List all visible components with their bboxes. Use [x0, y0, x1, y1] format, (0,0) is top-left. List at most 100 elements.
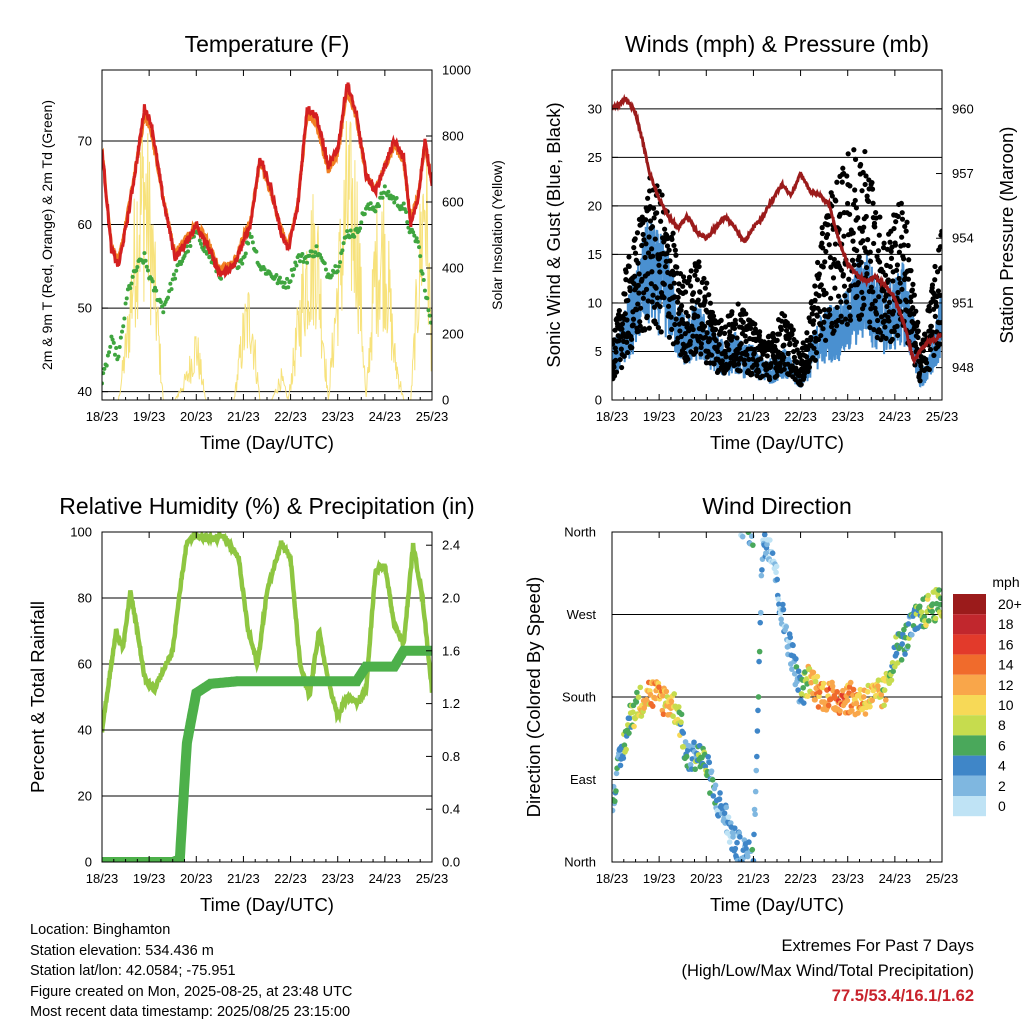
gust-point — [885, 277, 891, 283]
direction-point — [820, 680, 827, 687]
direction-point — [620, 755, 627, 761]
y2-tick-label: 800 — [442, 129, 464, 144]
direction-point — [902, 651, 908, 657]
gust-point — [677, 271, 684, 277]
gust-point — [785, 361, 791, 367]
direction-point — [849, 707, 855, 714]
gust-point — [789, 331, 795, 338]
gust-point — [811, 318, 817, 324]
gust-point — [812, 283, 818, 289]
gust-point — [743, 311, 749, 317]
gust-point — [774, 337, 780, 343]
gust-point — [647, 218, 654, 224]
gust-point — [834, 304, 840, 311]
gust-point — [630, 316, 637, 322]
gust-point — [641, 237, 647, 243]
gust-point — [847, 313, 853, 319]
gust-point — [917, 378, 923, 384]
gust-point — [657, 269, 663, 275]
gust-point — [637, 319, 643, 325]
direction-point — [744, 853, 751, 860]
gust-point — [693, 268, 699, 274]
dewpoint-point — [333, 264, 338, 269]
gust-point — [853, 205, 859, 211]
direction-point — [723, 804, 730, 811]
direction-point — [734, 839, 740, 846]
direction-point — [751, 831, 757, 838]
gust-point — [678, 352, 684, 358]
gust-point — [844, 173, 850, 179]
x-tick-label: 20/23 — [180, 871, 213, 886]
gust-point — [867, 324, 873, 331]
humidity-panel: Relative Humidity (%) & Precipitation (i… — [27, 493, 475, 915]
gust-point — [668, 284, 674, 290]
dewpoint-point — [418, 254, 423, 259]
gust-point — [639, 242, 645, 249]
speed-legend-swatch — [953, 594, 986, 615]
gust-point — [649, 224, 656, 230]
extremes-title: Extremes For Past 7 Days — [781, 937, 974, 955]
gust-point — [935, 288, 942, 294]
gust-point — [613, 349, 619, 355]
gust-point — [863, 213, 869, 220]
gust-point — [911, 292, 917, 298]
direction-point — [916, 603, 923, 610]
speed-legend-label: 12 — [998, 677, 1014, 693]
dewpoint-point — [288, 279, 293, 284]
gust-point — [835, 293, 842, 299]
x-tick-label: 21/23 — [737, 871, 770, 886]
direction-point — [936, 587, 942, 593]
gust-point — [650, 253, 656, 259]
direction-point — [850, 686, 857, 693]
gust-point — [725, 341, 731, 348]
gust-point — [715, 348, 721, 355]
gust-point — [665, 303, 672, 309]
gust-point — [833, 198, 839, 204]
gust-point — [813, 350, 820, 356]
direction-point — [790, 642, 796, 649]
gust-point — [640, 295, 646, 301]
gust-point — [847, 317, 854, 323]
dewpoint-point — [394, 196, 399, 201]
gust-point — [841, 283, 848, 289]
x-tick-label: 22/23 — [274, 409, 307, 424]
gust-point — [706, 336, 713, 342]
direction-point — [775, 596, 782, 602]
direction-point — [613, 770, 620, 777]
gust-point — [819, 230, 826, 237]
gust-point — [695, 297, 701, 303]
dewpoint-point — [422, 288, 427, 293]
gust-point — [863, 264, 870, 271]
gust-point — [731, 325, 738, 332]
dewpoint-point — [145, 268, 150, 273]
gust-point — [860, 295, 867, 301]
direction-point — [612, 798, 618, 805]
gust-point — [826, 306, 833, 313]
gust-point — [868, 284, 874, 290]
gust-point — [856, 254, 862, 260]
gust-point — [873, 311, 880, 317]
gust-point — [645, 195, 651, 201]
gust-point — [655, 325, 661, 331]
gust-point — [933, 303, 940, 309]
gust-point — [862, 181, 868, 188]
gust-point — [809, 311, 815, 317]
recent-data-text: Most recent data timestamp: 2025/08/25 2… — [30, 1004, 351, 1020]
gust-point — [861, 224, 867, 230]
speed-legend-label: 16 — [998, 636, 1014, 652]
gust-point — [735, 350, 741, 356]
direction-point — [634, 689, 640, 696]
direction-point — [670, 713, 676, 720]
gust-point — [872, 305, 878, 311]
direction-point — [755, 694, 762, 700]
dewpoint-point — [168, 281, 173, 286]
direction-point — [853, 700, 860, 707]
gust-point — [896, 275, 902, 282]
direction-point — [901, 626, 907, 633]
dewpoint-point — [340, 248, 345, 253]
gust-point — [894, 323, 900, 329]
gust-point — [690, 333, 696, 339]
dewpoint-point — [425, 296, 430, 301]
y-tick-label: 20 — [78, 789, 92, 804]
x-tick-label: 25/23 — [926, 871, 959, 886]
